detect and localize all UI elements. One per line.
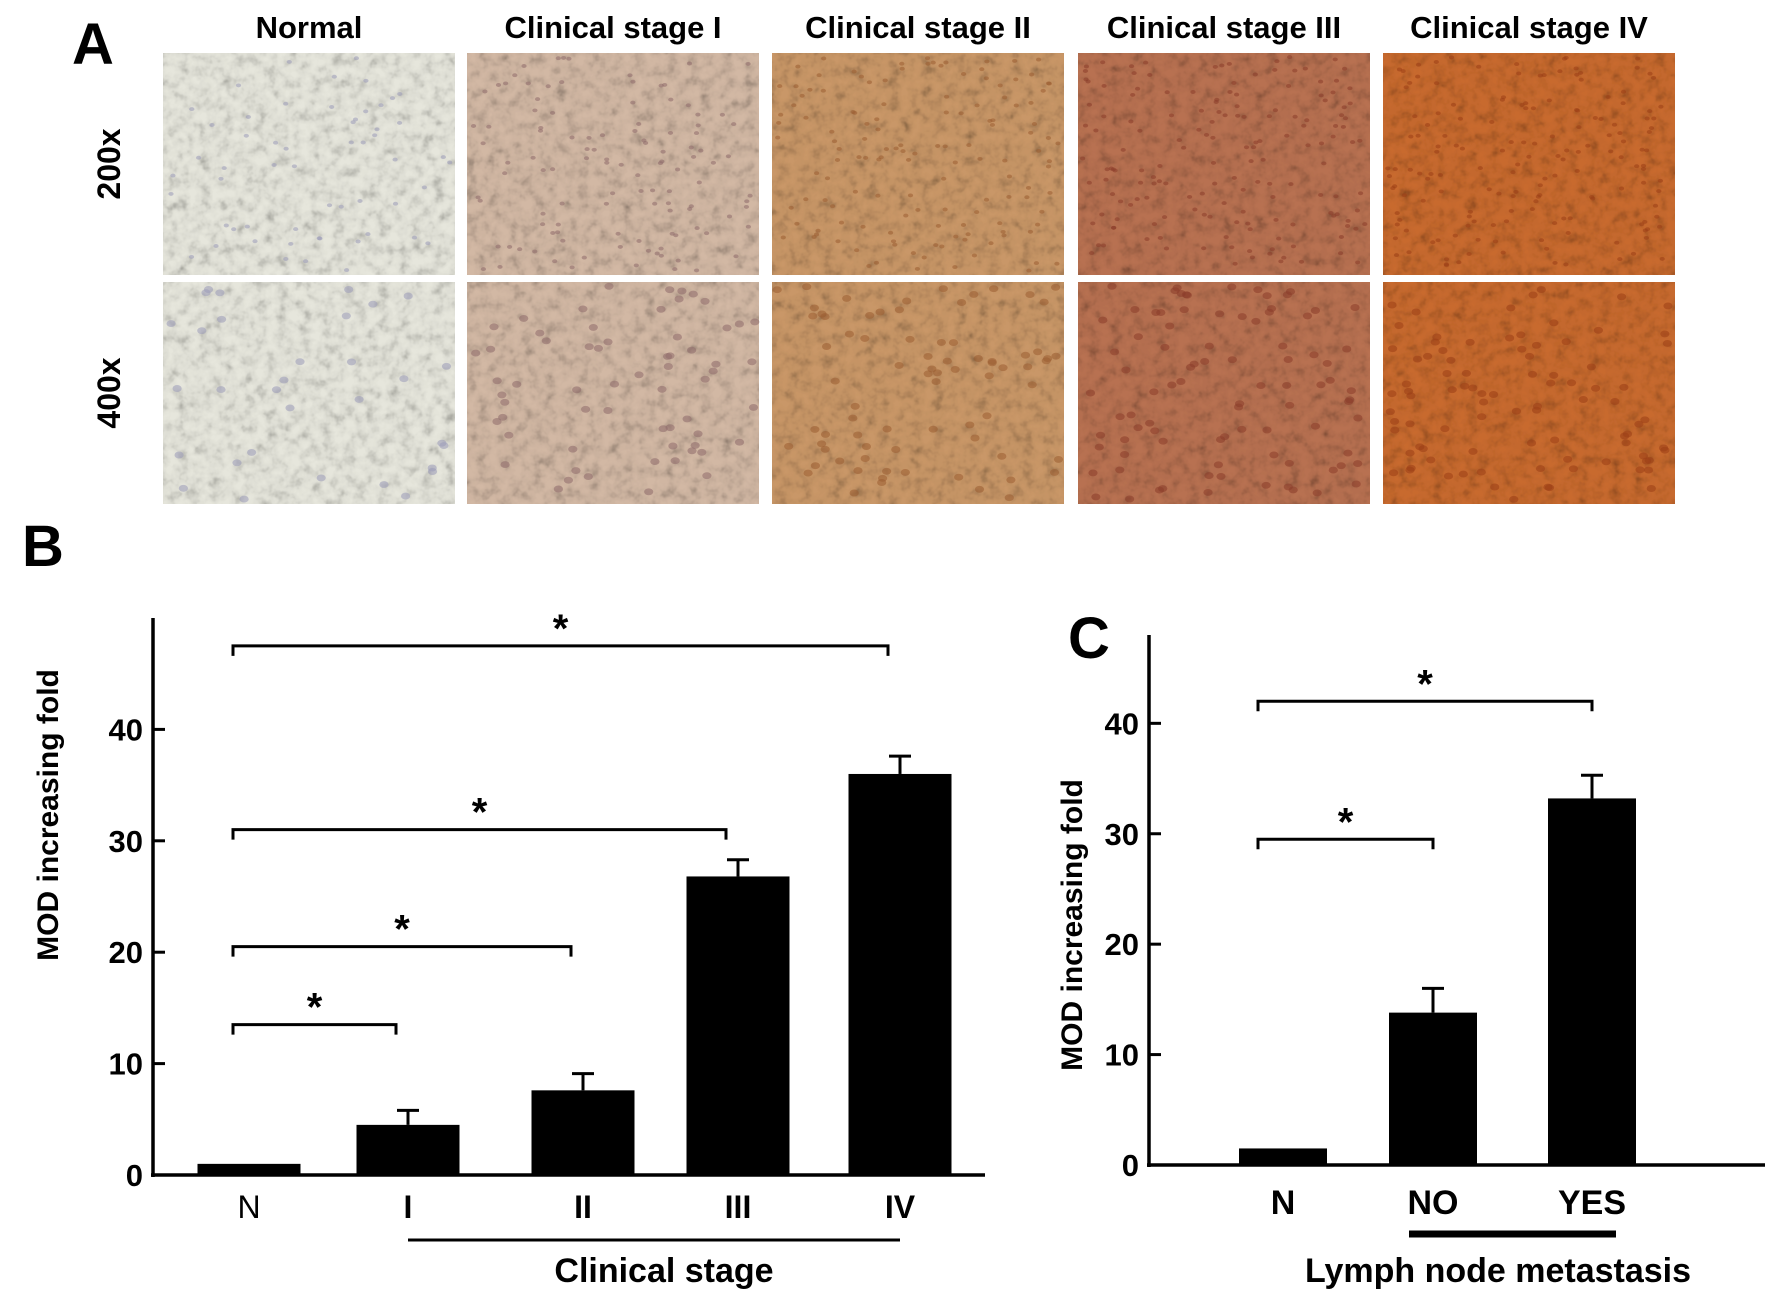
panel-b-significance-mark-3: * xyxy=(553,607,569,651)
panel-b-significance-bracket-0 xyxy=(231,1023,398,1035)
panel-b-bar-n xyxy=(197,1163,301,1175)
panel-b-bar-i xyxy=(356,1124,460,1175)
micrograph-400x-0 xyxy=(163,282,455,504)
panel-c-y-tick-label-2: 20 xyxy=(1105,927,1139,962)
panel-c-x-axis-label: Lymph node metastasis xyxy=(1305,1252,1691,1290)
row-label-0: 200x xyxy=(91,128,127,199)
micrograph-200x-2 xyxy=(772,53,1064,275)
panel-c-y-tick-label-1: 10 xyxy=(1105,1038,1139,1073)
panel-b-category-label-i: I xyxy=(404,1189,413,1225)
panel-b-letter: B xyxy=(22,514,64,579)
panel-b-y-tick-label-2: 20 xyxy=(109,935,143,970)
panel-b-y-tick-label-3: 30 xyxy=(109,824,143,859)
panel-b-significance-bracket-2 xyxy=(231,828,728,840)
micrograph-200x-4 xyxy=(1383,53,1675,275)
micrograph-400x-1 xyxy=(467,282,760,504)
panel-c-bar-no xyxy=(1389,1012,1477,1165)
panel-b-category-label-ii: II xyxy=(574,1189,592,1225)
panel-c-significance-bracket-1 xyxy=(1256,699,1594,712)
panel-b-category-label-iii: III xyxy=(725,1189,752,1225)
panel-b-category-label-n: N xyxy=(237,1189,260,1225)
column-label-0: Normal xyxy=(256,10,363,45)
panel-c-y-axis-label: MOD increasing fold xyxy=(1056,779,1089,1071)
panel-b-bar-iii xyxy=(686,876,790,1175)
panel-b-y-tick-label-0: 0 xyxy=(126,1158,143,1193)
panel-c-category-label-n: N xyxy=(1271,1184,1296,1222)
panel-b-y-tick-label-1: 10 xyxy=(109,1047,143,1082)
column-label-2: Clinical stage II xyxy=(805,10,1031,45)
panel-b-significance-mark-1: * xyxy=(394,908,410,952)
micrograph-200x-1 xyxy=(467,53,759,275)
panel-b-significance-bracket-3 xyxy=(231,644,890,656)
panel-c-category-label-no: NO xyxy=(1408,1184,1459,1222)
panel-b-bar-ii xyxy=(531,1090,635,1175)
column-label-4: Clinical stage IV xyxy=(1410,10,1648,45)
row-label-1: 400x xyxy=(91,357,127,428)
panel-c-category-label-yes: YES xyxy=(1558,1184,1626,1222)
panel-c-y-tick-label-3: 30 xyxy=(1105,817,1139,852)
panel-c-bar-yes xyxy=(1548,798,1636,1165)
column-label-3: Clinical stage III xyxy=(1107,10,1341,45)
panel-b-category-label-iv: IV xyxy=(885,1189,916,1225)
panel-b-significance-mark-0: * xyxy=(307,986,323,1030)
panel-b-bar-iv xyxy=(848,773,952,1175)
micrograph-400x-2 xyxy=(772,282,1064,504)
micrograph-400x-3 xyxy=(1078,282,1370,504)
panel-c-y-tick-label-0: 0 xyxy=(1122,1148,1139,1183)
panel-a-letter: A xyxy=(72,12,114,77)
panel-b-x-axis-label: Clinical stage xyxy=(554,1252,773,1290)
micrograph-200x-3 xyxy=(1078,53,1370,275)
panel-b-y-tick-label-4: 40 xyxy=(109,712,143,747)
panel-b-y-axis-label: MOD increasing fold xyxy=(32,669,65,961)
panel-c-letter: C xyxy=(1068,606,1110,671)
micrograph-200x-0 xyxy=(163,53,455,275)
panel-c-bar-n xyxy=(1239,1148,1327,1165)
panel-c-significance-mark-1: * xyxy=(1417,662,1433,706)
panel-c-y-tick-label-4: 40 xyxy=(1105,706,1139,741)
panel-c-significance-mark-0: * xyxy=(1338,800,1354,844)
micrograph-400x-4 xyxy=(1383,282,1675,504)
panel-b-significance-bracket-1 xyxy=(231,945,573,957)
panel-b-significance-mark-2: * xyxy=(472,791,488,835)
panel-c-significance-bracket-0 xyxy=(1256,837,1435,850)
column-label-1: Clinical stage I xyxy=(504,10,721,45)
